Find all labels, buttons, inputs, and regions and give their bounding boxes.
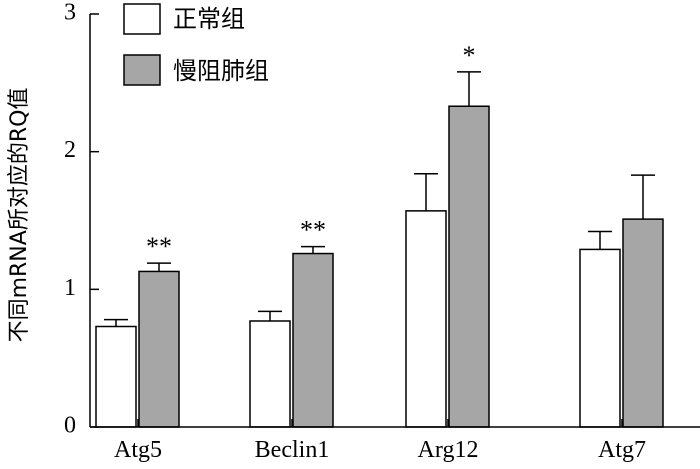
y-tick-label: 3 bbox=[64, 0, 76, 26]
x-tick-label: Beclin1 bbox=[255, 437, 330, 463]
bar-normal bbox=[405, 210, 447, 428]
y-tick-label: 2 bbox=[64, 137, 76, 163]
bar-copd bbox=[292, 252, 334, 428]
x-tick-label: Arg12 bbox=[418, 437, 479, 463]
x-tick-label: Atg7 bbox=[598, 437, 646, 463]
y-tick-label: 1 bbox=[64, 275, 76, 301]
y-axis-title: 不同mRNA所对应的RQ值 bbox=[7, 88, 32, 343]
legend-label-copd: 慢阻肺组 bbox=[173, 57, 269, 85]
bars: ***** bbox=[95, 41, 664, 428]
x-tick-label: Atg5 bbox=[114, 437, 162, 463]
y-axis: 0 1 2 3 bbox=[64, 0, 99, 439]
bar-copd bbox=[622, 218, 664, 428]
bar-copd bbox=[138, 270, 180, 428]
legend-label-normal: 正常组 bbox=[173, 5, 245, 33]
significance-label: ** bbox=[300, 216, 326, 245]
bar-normal bbox=[95, 325, 137, 428]
bar-normal bbox=[579, 248, 621, 428]
legend: 正常组 慢阻肺组 bbox=[123, 3, 269, 86]
significance-label: * bbox=[463, 41, 476, 70]
legend-swatch-copd bbox=[123, 54, 161, 86]
y-tick-label: 0 bbox=[64, 413, 76, 439]
bar-copd bbox=[448, 105, 490, 428]
bar-normal bbox=[249, 320, 291, 428]
significance-label: ** bbox=[146, 232, 172, 261]
legend-swatch-normal bbox=[123, 3, 161, 35]
x-axis: Atg5 Beclin1 Arg12 Atg7 bbox=[90, 419, 700, 463]
